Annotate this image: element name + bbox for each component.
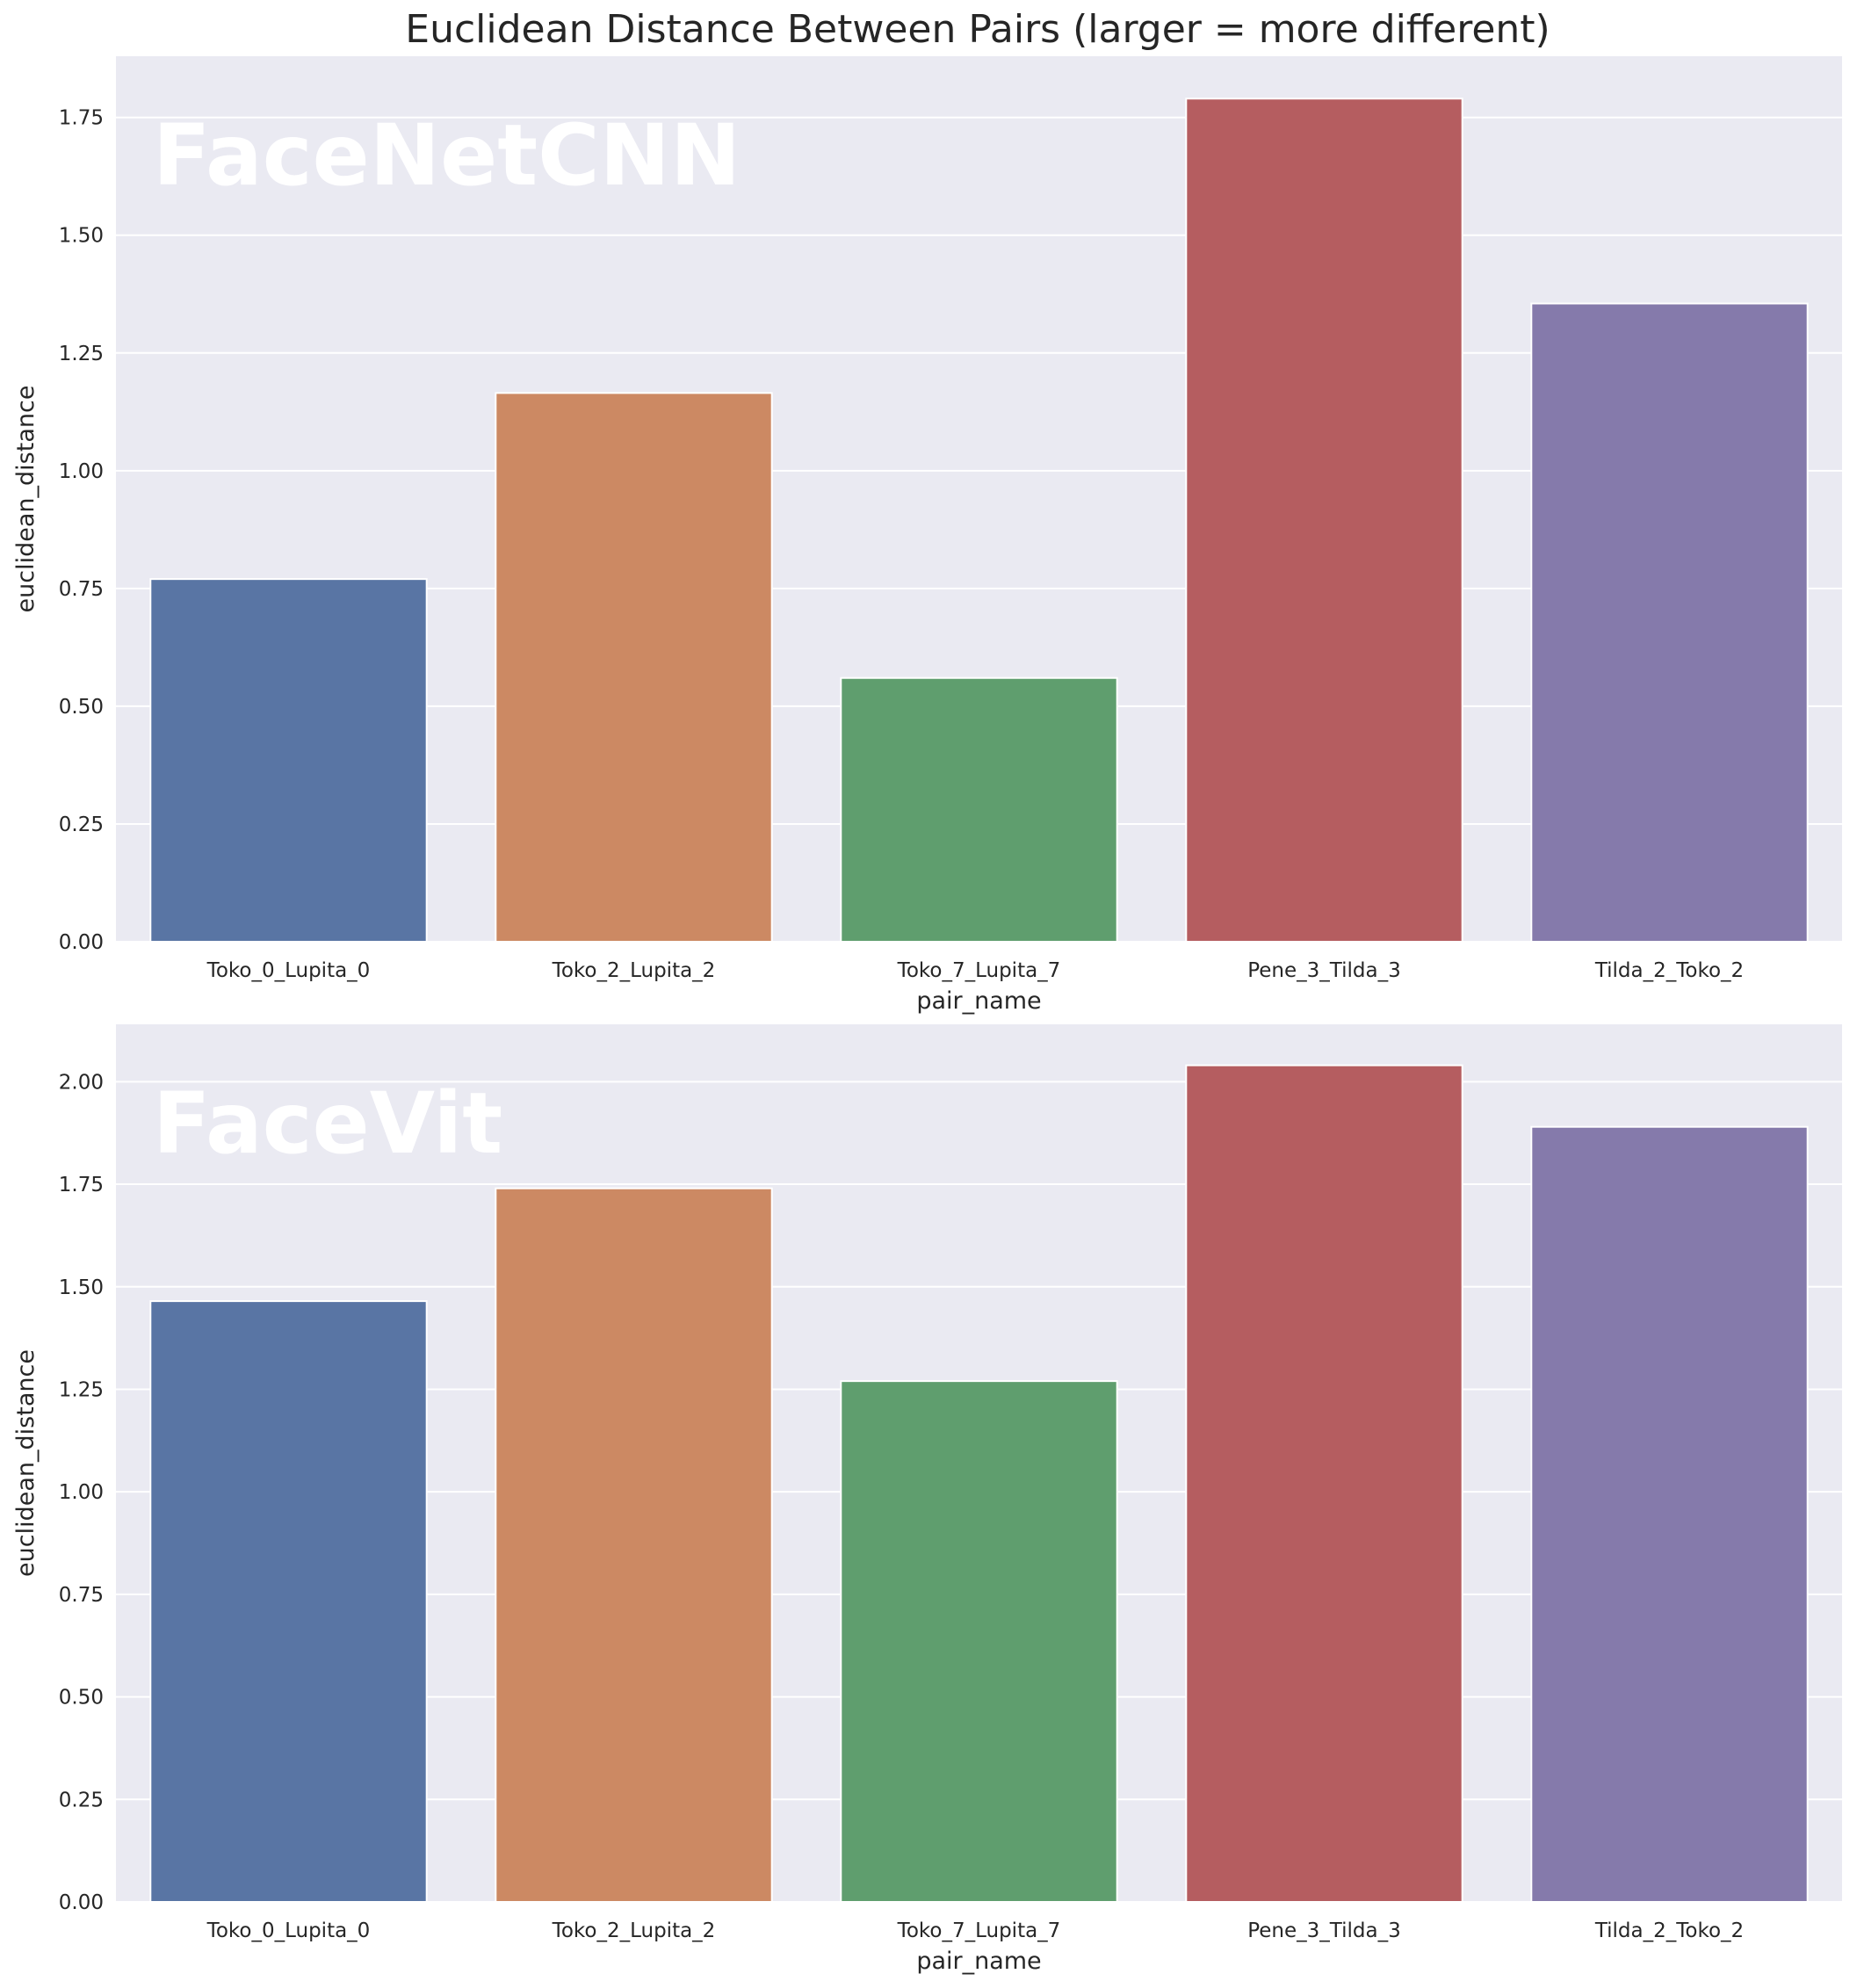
y-axis-label: euclidean_distance: [12, 1349, 40, 1577]
model-watermark-label: FaceVit: [153, 1074, 502, 1173]
x-tick-label: Tilda_2_Toko_2: [1594, 1919, 1744, 1942]
y-tick-label: 0.50: [59, 696, 104, 719]
y-tick-label: 1.50: [59, 225, 104, 248]
bar-toko-7-lupita-7: [840, 676, 1118, 943]
x-tick-label: Toko_2_Lupita_2: [552, 1919, 716, 1942]
y-tick-label: 0.25: [59, 813, 104, 836]
model-watermark-label: FaceNetCNN: [153, 106, 741, 205]
x-tick-label: Toko_7_Lupita_7: [897, 959, 1061, 982]
y-tick-label: 1.50: [59, 1276, 104, 1299]
x-axis-label: pair_name: [916, 987, 1041, 1015]
bar-tilda-2-toko-2: [1530, 302, 1809, 943]
x-axis-label: pair_name: [916, 1948, 1041, 1975]
chart-panel-facevit: 0.00 0.25 0.50 0.75 1.00 1.25 1.50 1.75 2.00 Toko…: [12, 1024, 1842, 1975]
y-tick-label: 1.25: [59, 1378, 104, 1401]
y-tick-label: 1.75: [59, 1174, 104, 1196]
y-tick-label: 1.00: [59, 460, 104, 483]
y-tick-label: 0.25: [59, 1789, 104, 1811]
y-axis-label: euclidean_distance: [12, 386, 40, 613]
y-tick-label: 0.00: [59, 931, 104, 954]
bar-toko-2-lupita-2: [495, 1187, 773, 1904]
x-tick-label: Toko_2_Lupita_2: [552, 959, 716, 982]
bar-tilda-2-toko-2: [1530, 1125, 1809, 1903]
x-tick-label: Pene_3_Tilda_3: [1247, 959, 1401, 982]
y-tick-label: 0.75: [59, 578, 104, 601]
bar-toko-0-lupita-0: [149, 578, 428, 943]
bar-toko-2-lupita-2: [495, 392, 773, 943]
chart-panel-facenetcnn: 0.00 0.25 0.50 0.75 1.00 1.25 1.50 1.75 Toko_0_L…: [12, 56, 1842, 1015]
y-tick-label: 0.50: [59, 1687, 104, 1710]
figure-title: Euclidean Distance Between Pairs (larger…: [405, 7, 1550, 52]
y-tick-label: 0.00: [59, 1891, 104, 1914]
bar-pene-3-tilda-3: [1185, 1064, 1463, 1903]
bar-toko-7-lupita-7: [840, 1380, 1118, 1903]
bar-pene-3-tilda-3: [1185, 98, 1463, 943]
x-tick-label: Tilda_2_Toko_2: [1594, 959, 1744, 982]
y-tick-label: 2.00: [59, 1071, 104, 1094]
x-tick-label: Toko_0_Lupita_0: [206, 959, 371, 982]
y-tick-label: 0.75: [59, 1584, 104, 1607]
y-tick-label: 1.00: [59, 1481, 104, 1504]
y-tick-label: 1.25: [59, 343, 104, 365]
bar-toko-0-lupita-0: [149, 1300, 428, 1903]
x-tick-label: Toko_7_Lupita_7: [897, 1919, 1061, 1942]
x-tick-label: Toko_0_Lupita_0: [206, 1919, 371, 1942]
x-tick-label: Pene_3_Tilda_3: [1247, 1919, 1401, 1942]
y-tick-label: 1.75: [59, 107, 104, 130]
